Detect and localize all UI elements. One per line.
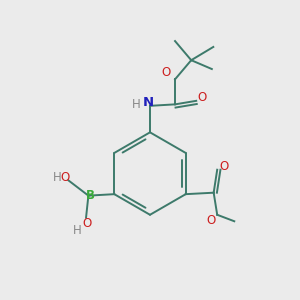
Text: O: O: [162, 66, 171, 80]
Text: O: O: [61, 172, 70, 184]
Text: O: O: [82, 217, 91, 230]
Text: N: N: [143, 96, 154, 109]
Text: H: H: [131, 98, 140, 111]
Text: O: O: [219, 160, 228, 173]
Text: H: H: [53, 171, 62, 184]
Text: O: O: [197, 91, 207, 104]
Text: O: O: [207, 214, 216, 226]
Text: B: B: [86, 188, 95, 202]
Text: H: H: [73, 224, 82, 237]
